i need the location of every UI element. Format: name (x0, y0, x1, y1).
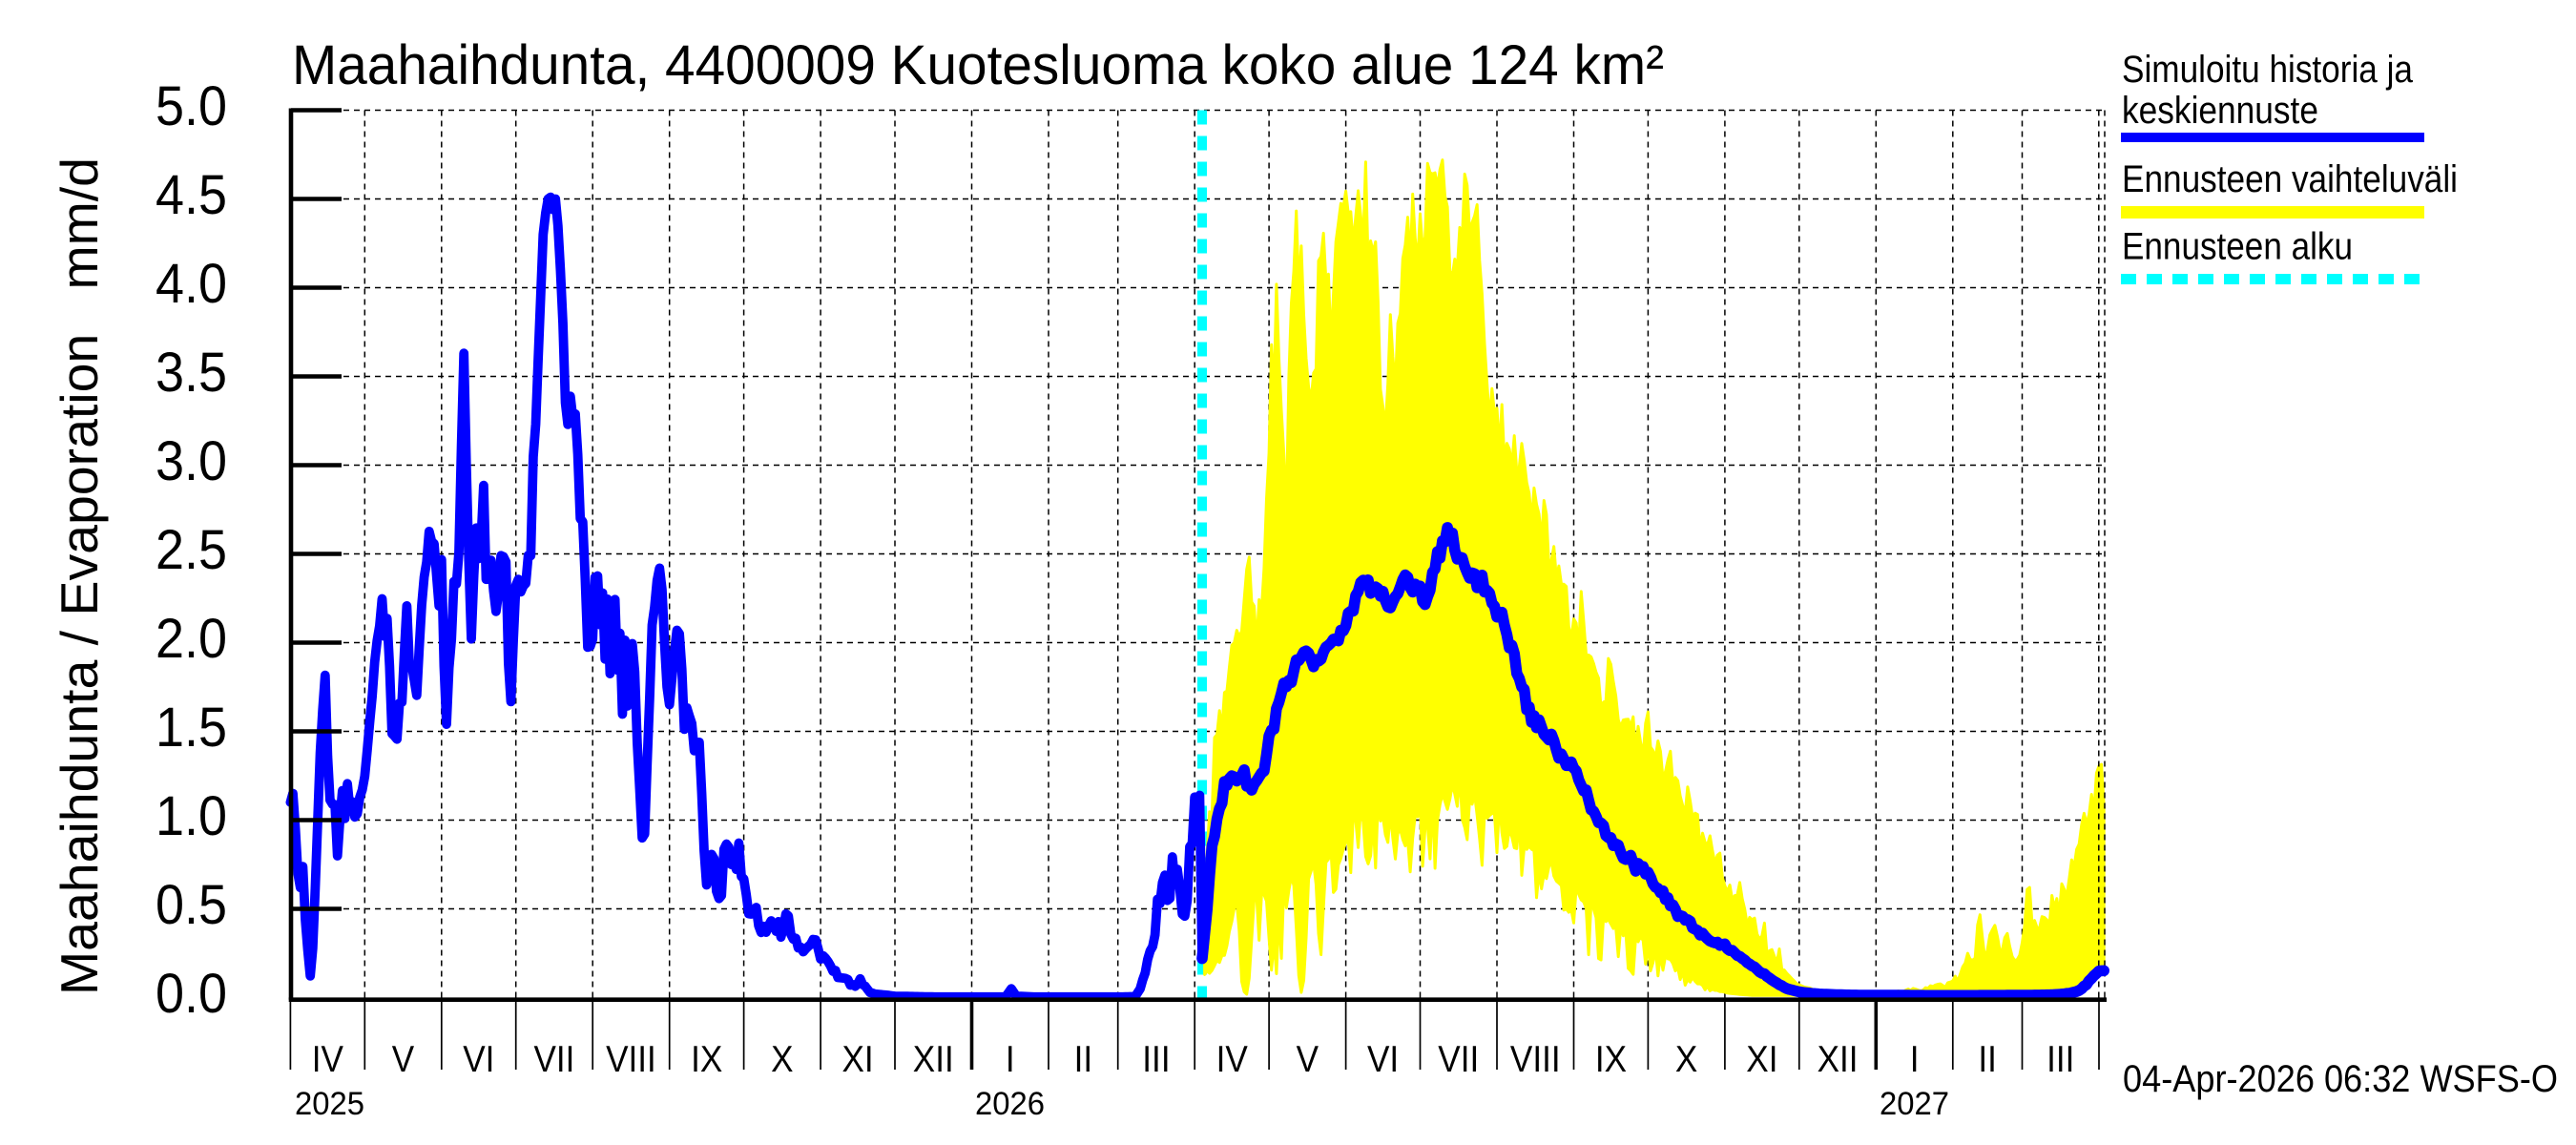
svg-text:IV: IV (312, 1039, 343, 1080)
svg-text:XI: XI (1746, 1039, 1777, 1080)
svg-text:4.0: 4.0 (156, 253, 227, 315)
svg-text:X: X (771, 1039, 793, 1080)
svg-text:0.5: 0.5 (156, 874, 227, 936)
svg-text:2025: 2025 (295, 1086, 364, 1122)
svg-text:04-Apr-2026 06:32 WSFS-O: 04-Apr-2026 06:32 WSFS-O (2123, 1058, 2558, 1100)
svg-text:Maahaihdunta, 4400009 Kuoteslu: Maahaihdunta, 4400009 Kuotesluoma koko a… (292, 34, 1664, 96)
svg-text:2027: 2027 (1880, 1086, 1949, 1122)
svg-text:5.0: 5.0 (156, 75, 227, 137)
svg-text:X: X (1675, 1039, 1697, 1080)
svg-text:Simuloitu historia ja: Simuloitu historia ja (2122, 49, 2414, 91)
svg-text:VII: VII (1438, 1039, 1479, 1080)
svg-text:I: I (1006, 1039, 1015, 1080)
svg-text:II: II (1074, 1039, 1093, 1080)
svg-text:4.5: 4.5 (156, 164, 227, 226)
svg-text:XII: XII (913, 1039, 954, 1080)
svg-text:Ennusteen alku: Ennusteen alku (2122, 226, 2353, 268)
svg-text:2026: 2026 (975, 1086, 1045, 1122)
svg-text:I: I (1910, 1039, 1920, 1080)
svg-text:III: III (2046, 1039, 2074, 1080)
svg-text:2.5: 2.5 (156, 519, 227, 581)
svg-text:3.5: 3.5 (156, 342, 227, 404)
svg-text:1.0: 1.0 (156, 785, 227, 847)
svg-text:II: II (1978, 1039, 1997, 1080)
svg-text:XI: XI (842, 1039, 874, 1080)
svg-text:3.0: 3.0 (156, 430, 227, 492)
svg-text:Maahaihdunta / Evaporation m: Maahaihdunta / Evaporation mm/d (50, 157, 109, 995)
svg-text:VIII: VIII (606, 1039, 656, 1080)
svg-text:1.5: 1.5 (156, 697, 227, 759)
svg-text:V: V (392, 1039, 414, 1080)
svg-text:0.0: 0.0 (156, 963, 227, 1025)
svg-text:keskiennuste: keskiennuste (2122, 90, 2318, 132)
svg-text:VI: VI (1367, 1039, 1399, 1080)
svg-text:III: III (1142, 1039, 1170, 1080)
svg-text:IV: IV (1216, 1039, 1248, 1080)
svg-text:IX: IX (1595, 1039, 1627, 1080)
svg-text:V: V (1297, 1039, 1319, 1080)
svg-text:XII: XII (1818, 1039, 1859, 1080)
svg-text:VIII: VIII (1510, 1039, 1561, 1080)
svg-text:VII: VII (534, 1039, 575, 1080)
svg-text:2.0: 2.0 (156, 608, 227, 670)
svg-text:Ennusteen vaihteluväli: Ennusteen vaihteluväli (2122, 158, 2458, 200)
svg-text:VI: VI (463, 1039, 494, 1080)
svg-text:IX: IX (691, 1039, 722, 1080)
